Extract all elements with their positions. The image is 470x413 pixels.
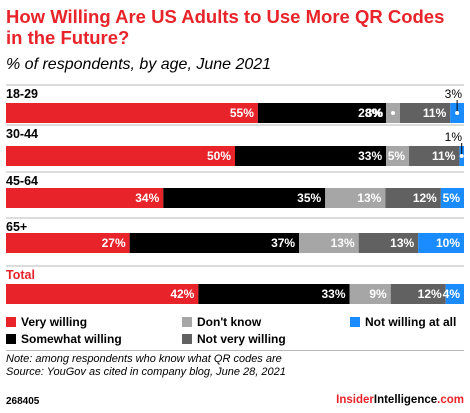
brand-part-2: Intelligence [373, 394, 438, 406]
bar-45-64-don-t-know [325, 188, 386, 208]
category-label-65: 65+ [6, 220, 27, 234]
chart-title: How Willing Are US Adults to Use More QR… [6, 6, 445, 48]
data-label-30-44-very-willing: 50% [207, 149, 231, 163]
legend-label-somewhat-willing: Somewhat willing [21, 331, 122, 346]
chart-id: 268405 [6, 396, 40, 407]
marker-dot-18-29-don-t-know [391, 111, 396, 115]
data-label-65-not-willing-at-all: 10% [436, 236, 460, 250]
category-label-45-64: 45-64 [6, 174, 38, 188]
bar-total-somewhat-willing [198, 284, 350, 304]
legend-item-not-very-willing: Not very willing [182, 331, 286, 346]
legend: Very willing Don't know Not willing at a… [6, 314, 466, 346]
legend-swatch-not-willing-at-all [350, 316, 360, 327]
legend-label-dont-know: Don't know [197, 314, 262, 329]
data-label-65-not-very-willing: 13% [390, 236, 414, 250]
bar-total-very-willing [6, 284, 199, 304]
bar-45-64-not-very-willing [385, 188, 441, 208]
data-label-18-29-somewhat-willing: 28% [358, 106, 382, 120]
data-label-65-don-t-know: 13% [331, 236, 355, 250]
category-label-18-29: 18-29 [6, 87, 38, 101]
data-label-total-not-very-willing: 12% [418, 287, 442, 301]
bar-total-don-t-know [349, 284, 391, 304]
chart-notes: Note: among respondents who know what QR… [6, 353, 464, 379]
leader-dot-18-29-not-willing-at-all [455, 111, 460, 115]
bar-total-not-very-willing [390, 284, 446, 304]
bar-30-44-not-very-willing [409, 146, 460, 166]
note-text: Note: among respondents who know what QR… [6, 353, 282, 365]
data-label-total-very-willing: 42% [170, 287, 194, 301]
bar-18-29-not-very-willing [399, 103, 451, 123]
data-label-45-64-not-willing-at-all: 5% [443, 191, 461, 205]
bar-total-not-willing-at-all [445, 284, 464, 304]
data-label-18-29-very-willing: 55% [230, 106, 254, 120]
data-label-30-44-not-very-willing: 11% [432, 149, 456, 163]
bar-65-not-very-willing [358, 233, 419, 253]
legend-item-not-willing-at-all: Not willing at all [350, 314, 456, 329]
data-label-45-64-somewhat-willing: 35% [297, 191, 321, 205]
category-label-30-44: 30-44 [6, 127, 38, 141]
bar-45-64-not-willing-at-all [440, 188, 464, 208]
legend-swatch-somewhat-willing [6, 333, 16, 344]
legend-swatch-not-very-willing [182, 333, 192, 344]
bar-45-64-somewhat-willing [163, 188, 326, 208]
brand-part-1: Insider [336, 394, 374, 406]
data-label-45-64-very-willing: 34% [135, 191, 159, 205]
data-label-total-not-willing-at-all: 4% [443, 287, 461, 301]
bar-18-29-somewhat-willing [257, 103, 387, 123]
chart-subtitle: % of respondents, by age, June 2021 [6, 56, 272, 73]
source-text: Source: YouGov as cited in company blog,… [6, 366, 286, 378]
data-label-65-very-willing: 27% [102, 236, 126, 250]
data-label-18-29-not-willing-at-all: 3% [445, 87, 463, 101]
data-label-18-29-not-very-willing: 11% [423, 106, 447, 120]
legend-item-somewhat-willing: Somewhat willing [6, 331, 122, 346]
data-label-45-64-not-very-willing: 12% [413, 191, 437, 205]
bar-30-44-don-t-know [386, 146, 410, 166]
data-label-30-44-somewhat-willing: 33% [358, 149, 382, 163]
bar-18-29-very-willing [6, 103, 258, 123]
notes-divider [6, 350, 464, 351]
legend-swatch-dont-know [182, 316, 192, 327]
legend-label-very-willing: Very willing [21, 314, 88, 329]
leader-dot-30-44-not-willing-at-all [459, 154, 464, 158]
bar-65-don-t-know [299, 233, 359, 253]
data-label-total-somewhat-willing: 33% [321, 287, 345, 301]
bar-65-very-willing [6, 233, 130, 253]
bar-65-not-willing-at-all [418, 233, 464, 253]
brand-logo: InsiderIntelligence.com [336, 394, 464, 406]
bar-65-somewhat-willing [129, 233, 300, 253]
legend-swatch-very-willing [6, 316, 16, 327]
bar-30-44-somewhat-willing [235, 146, 387, 166]
legend-label-not-very-willing: Not very willing [197, 331, 286, 346]
brand-suffix: .com [437, 394, 464, 406]
data-label-30-44-not-willing-at-all: 1% [445, 130, 463, 144]
data-label-45-64-don-t-know: 13% [357, 191, 381, 205]
legend-item-very-willing: Very willing [6, 314, 87, 329]
data-label-30-44-don-t-know: 5% [388, 149, 406, 163]
category-label-total: Total [6, 268, 35, 282]
data-label-18-29-don-t-know: 3% [366, 106, 384, 120]
legend-label-not-willing-at-all: Not willing at all [365, 314, 457, 329]
bar-45-64-very-willing [6, 188, 164, 208]
data-label-65-somewhat-willing: 37% [271, 236, 295, 250]
legend-item-dont-know: Don't know [182, 314, 261, 329]
data-label-total-don-t-know: 9% [369, 287, 387, 301]
bar-30-44-very-willing [6, 146, 235, 166]
